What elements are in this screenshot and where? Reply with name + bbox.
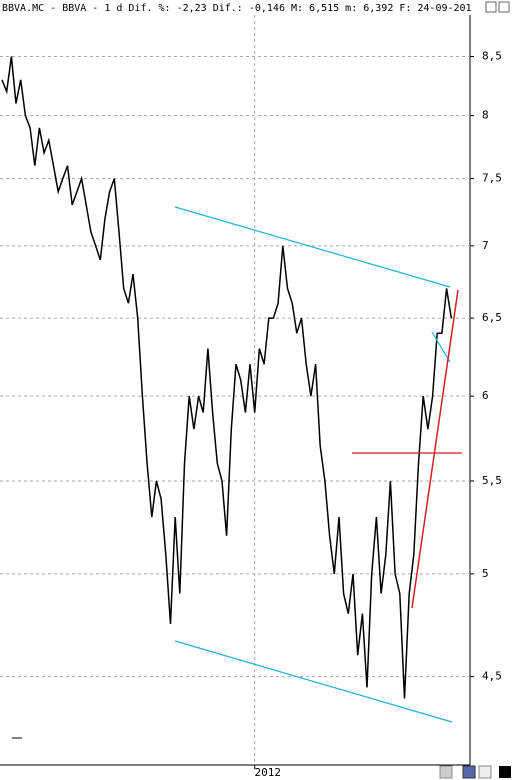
y-tick-label: 7 (482, 239, 489, 252)
y-tick-label: 5 (482, 567, 489, 580)
plot-area: 4,5 5 5,5 6 6,5 7 7,5 8 8,5 2012 (0, 15, 502, 779)
y-tick-label: 7,5 (482, 172, 502, 185)
y-tick-label: 4,5 (482, 670, 502, 683)
chart-title: BBVA.MC - BBVA - 1 d Dif. %: -2,23 Dif.:… (2, 3, 472, 14)
close-button[interactable] (498, 1, 510, 13)
tool-icon[interactable] (439, 765, 453, 779)
save-icon[interactable] (462, 765, 476, 779)
trend-line (174, 640, 453, 723)
y-tick-label: 5,5 (482, 474, 502, 487)
y-tick-label: 8 (482, 109, 489, 122)
y-tick-label: 6 (482, 389, 489, 402)
price-line (1, 56, 453, 699)
pin-icon[interactable] (478, 765, 492, 779)
trend-line (174, 206, 451, 288)
y-tick-label: 8,5 (482, 50, 502, 63)
checkbox[interactable] (485, 1, 497, 13)
x-tick-label: 2012 (254, 766, 281, 779)
trend-line (411, 289, 459, 609)
box-icon[interactable] (499, 766, 511, 778)
y-tick-label: 6,5 (482, 311, 502, 324)
trend-line (431, 331, 451, 363)
